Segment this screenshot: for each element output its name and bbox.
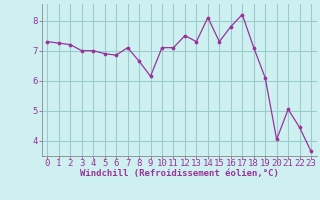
X-axis label: Windchill (Refroidissement éolien,°C): Windchill (Refroidissement éolien,°C) <box>80 169 279 178</box>
